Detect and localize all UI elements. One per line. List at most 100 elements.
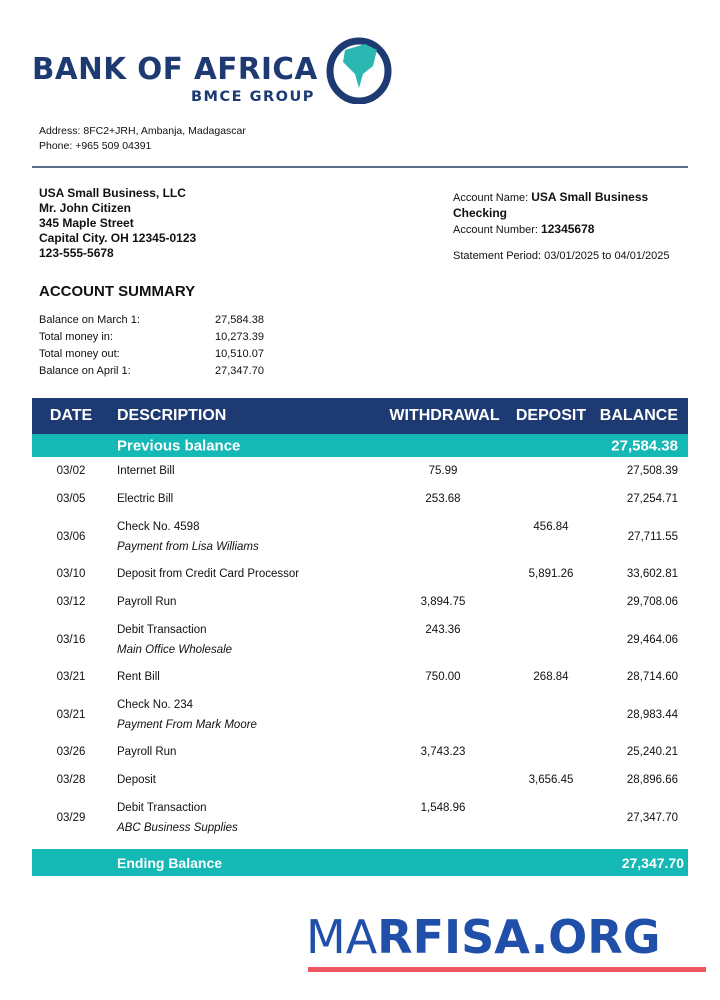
summary-row: Balance on March 1: 27,584.38 [39, 312, 264, 329]
previous-balance-value: 27,584.38 [611, 437, 678, 454]
row-balance: 29,708.06 [626, 596, 678, 608]
summary-value: 10,510.07 [215, 348, 264, 360]
row-description: Deposit from Credit Card Processor [117, 568, 300, 580]
row-date: 03/06 [56, 530, 86, 543]
summary-value: 10,273.39 [215, 331, 264, 343]
header-description: DESCRIPTION [117, 407, 227, 424]
summary-value: 27,584.38 [215, 314, 264, 326]
row-description: Check No. 4598 [117, 521, 200, 533]
customer-line: Capital City. OH 12345-0123 [39, 231, 197, 245]
summary-row: Balance on April 1: 27,347.70 [39, 363, 264, 380]
previous-balance-row: Previous balance 27,584.38 [32, 434, 688, 457]
row-withdrawal: 253.68 [425, 493, 461, 505]
row-note: Payment from Lisa Williams [117, 541, 259, 553]
customer-line: USA Small Business, LLC [39, 186, 186, 200]
watermark-part: MA [306, 910, 378, 964]
row-description: Debit Transaction [117, 624, 207, 636]
row-date: 03/05 [56, 493, 86, 505]
bank-logo-name: BANK OF AFRICA [32, 52, 318, 87]
row-balance: 28,896.66 [626, 774, 678, 786]
table-row: 03/05 Electric Bill 253.68 27,254.71 [32, 485, 688, 513]
marfisa-watermark: MARFISA.ORG [306, 912, 660, 962]
row-balance: 28,714.60 [626, 671, 678, 683]
table-header: DATE DESCRIPTION WITHDRAWAL DEPOSIT BALA… [32, 398, 688, 434]
header-deposit: DEPOSIT [515, 407, 587, 424]
ending-balance-value: 27,347.70 [621, 854, 684, 871]
row-description: Payroll Run [117, 746, 177, 758]
customer-address: USA Small Business, LLC Mr. John Citizen… [39, 186, 196, 261]
table-row: 03/26 Payroll Run 3,743.23 25,240.21 [32, 738, 688, 766]
table-row: 03/28 Deposit 3,656.45 28,896.66 [32, 766, 688, 794]
summary-label: Balance on April 1: [39, 365, 131, 377]
table-row: 03/21 Rent Bill 750.00 268.84 28,714.60 [32, 663, 688, 691]
customer-line: Mr. John Citizen [39, 201, 132, 215]
account-name-label: Account Name: [453, 192, 529, 204]
row-balance: 33,602.81 [626, 568, 678, 580]
row-balance: 25,240.21 [626, 746, 678, 758]
row-date: 03/12 [56, 596, 86, 608]
table-row: 03/21 Check No. 234 Payment From Mark Moor… [32, 691, 688, 738]
row-description: Rent Bill [117, 671, 160, 683]
bank-phone: Phone: +965 509 04391 [39, 140, 152, 152]
row-deposit: 456.84 [533, 521, 569, 533]
table-row: 03/29 Debit Transaction ABC Business Suppl… [32, 794, 688, 841]
row-deposit: 3,656.45 [528, 774, 574, 786]
row-withdrawal: 243.36 [425, 624, 461, 636]
row-note: Main Office Wholesale [117, 644, 233, 656]
row-withdrawal: 750.00 [425, 671, 461, 683]
row-note: ABC Business Supplies [117, 822, 238, 834]
row-balance: 27,508.39 [626, 465, 678, 477]
row-description: Debit Transaction [117, 802, 207, 814]
row-description: Deposit [117, 774, 156, 786]
account-summary: Balance on March 1: 27,584.38 Total money… [39, 312, 264, 380]
row-balance: 27,347.70 [626, 811, 678, 824]
row-note: Payment From Mark Moore [117, 719, 257, 731]
row-date: 03/28 [56, 774, 86, 786]
bank-address: Address: 8FC2+JRH, Ambanja, Madagascar [39, 125, 246, 137]
summary-row: Total money out: 10,510.07 [39, 346, 264, 363]
row-withdrawal: 1,548.96 [420, 802, 466, 814]
table-row: 03/06 Check No. 4598 Payment from Lisa Wil… [32, 513, 688, 560]
customer-line: 345 Maple Street [39, 216, 134, 230]
divider [32, 166, 688, 168]
bank-logo-group: BMCE GROUP [191, 89, 315, 105]
row-withdrawal: 3,743.23 [420, 746, 466, 758]
summary-label: Total money in: [39, 331, 113, 343]
account-name: USA Small Business Checking [453, 190, 649, 220]
table-row: 03/16 Debit Transaction Main Office Wholes… [32, 616, 688, 663]
africa-globe-icon [326, 37, 392, 104]
previous-balance-label: Previous balance [117, 437, 241, 454]
row-date: 03/21 [56, 708, 86, 721]
row-balance: 29,464.06 [626, 633, 678, 646]
watermark-part: .ORG [530, 910, 661, 964]
summary-title: ACCOUNT SUMMARY [39, 283, 196, 300]
row-deposit: 268.84 [533, 671, 569, 683]
summary-value: 27,347.70 [215, 365, 264, 377]
row-date: 03/26 [56, 746, 86, 758]
account-number-label: Account Number: [453, 224, 538, 236]
watermark-underline [308, 967, 706, 972]
row-date: 03/10 [56, 568, 86, 580]
row-date: 03/29 [56, 811, 86, 824]
account-number: 12345678 [541, 222, 595, 236]
row-date: 03/02 [56, 465, 86, 477]
row-withdrawal: 3,894.75 [420, 596, 466, 608]
row-description: Internet Bill [117, 465, 175, 477]
row-balance: 28,983.44 [626, 708, 678, 721]
account-info: Account Name: USA Small Business Checkin… [453, 190, 683, 264]
customer-line: 123-555-5678 [39, 246, 114, 260]
row-balance: 27,254.71 [626, 493, 678, 505]
table-row: 03/02 Internet Bill 75.99 27,508.39 [32, 457, 688, 485]
row-description: Check No. 234 [117, 699, 194, 711]
ending-balance-label: Ending Balance [117, 854, 223, 871]
header-withdrawal: WITHDRAWAL [389, 407, 500, 424]
row-withdrawal: 75.99 [428, 465, 458, 477]
table-row: 03/12 Payroll Run 3,894.75 29,708.06 [32, 588, 688, 616]
ending-balance-row: Ending Balance 27,347.70 [32, 849, 688, 876]
transaction-list: 03/02 Internet Bill 75.99 27,508.39 03/05 Ele… [32, 457, 688, 841]
row-date: 03/21 [56, 671, 86, 683]
table-row: 03/10 Deposit from Credit Card Processor 5… [32, 560, 688, 588]
row-deposit: 5,891.26 [528, 568, 574, 580]
row-date: 03/16 [56, 633, 86, 646]
summary-label: Balance on March 1: [39, 314, 140, 326]
